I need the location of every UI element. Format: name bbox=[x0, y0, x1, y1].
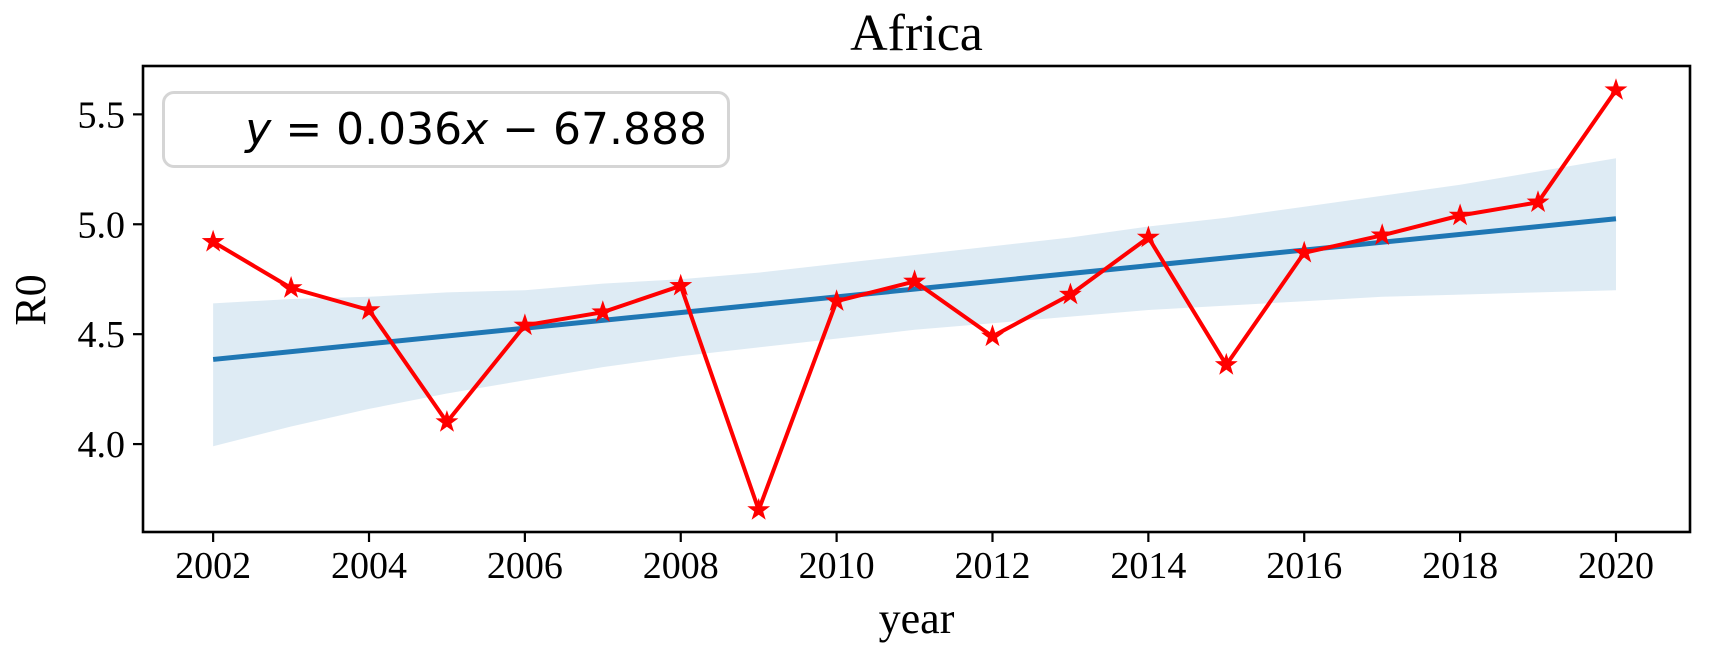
data-point-star bbox=[1370, 223, 1394, 245]
equation-tail: − 67.888 bbox=[488, 104, 707, 155]
x-tick-label: 2006 bbox=[487, 545, 563, 587]
y-axis-label: R0 bbox=[6, 274, 55, 326]
x-axis-label: year bbox=[878, 594, 955, 643]
confidence-band bbox=[213, 158, 1617, 447]
x-tick-label: 2018 bbox=[1422, 545, 1498, 587]
equation-mid: = 0.036 bbox=[271, 104, 463, 155]
data-point-star bbox=[1214, 352, 1238, 375]
data-point-star bbox=[903, 269, 926, 292]
data-point-star bbox=[435, 410, 459, 432]
x-tick-label: 2004 bbox=[331, 545, 407, 587]
trend-line bbox=[212, 216, 1617, 362]
x-tick-label: 2014 bbox=[1110, 545, 1186, 587]
data-point-star bbox=[1604, 78, 1628, 100]
x-tick-label: 2016 bbox=[1266, 545, 1342, 587]
x-tick-label: 2010 bbox=[799, 545, 875, 587]
chart-title: Africa bbox=[850, 5, 983, 62]
equation-annotation: y = 0.036 x − 67.888 bbox=[162, 91, 730, 168]
equation-var-x: x bbox=[462, 104, 489, 155]
x-tick-label: 2012 bbox=[954, 545, 1030, 587]
data-point-star bbox=[591, 300, 615, 322]
data-point-star bbox=[279, 276, 303, 298]
y-tick-label: 4.0 bbox=[78, 424, 126, 466]
data-point-star bbox=[357, 298, 381, 320]
axes-frame bbox=[141, 64, 1692, 534]
equation-var-y: y bbox=[245, 104, 272, 155]
x-tick-label: 2002 bbox=[175, 545, 251, 587]
data-point-star bbox=[1292, 240, 1316, 263]
x-tick-label: 2008 bbox=[643, 545, 719, 587]
data-point-star bbox=[1136, 225, 1160, 248]
data-point-star bbox=[1448, 203, 1472, 226]
y-tick-label: 4.5 bbox=[78, 314, 126, 356]
data-point-star bbox=[1526, 190, 1550, 212]
data-point-star bbox=[513, 313, 537, 336]
data-point-star bbox=[825, 289, 848, 311]
data-point-star bbox=[747, 498, 771, 520]
data-point-star bbox=[669, 273, 693, 296]
data-point-star bbox=[981, 324, 1004, 347]
x-tick-label: 2020 bbox=[1578, 545, 1654, 587]
data-point-star bbox=[201, 229, 225, 252]
data-point-star bbox=[1059, 282, 1082, 305]
y-tick-label: 5.0 bbox=[78, 204, 126, 246]
y-tick-label: 5.5 bbox=[78, 94, 126, 136]
